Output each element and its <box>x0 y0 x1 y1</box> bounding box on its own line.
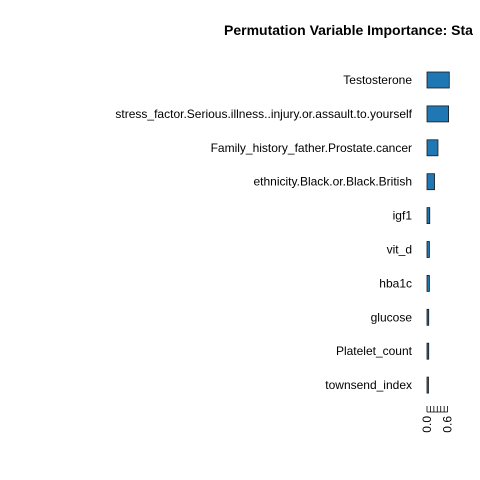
category-label: hba1c <box>379 276 412 290</box>
bar <box>426 207 431 225</box>
bar <box>426 105 450 123</box>
category-label: igf1 <box>393 209 413 223</box>
category-label: townsend_index <box>325 378 412 392</box>
bar <box>426 71 450 89</box>
x-tick-label: 0.6 <box>441 416 455 433</box>
bar <box>426 308 430 326</box>
x-axis: 0.0 0.6 <box>420 406 455 433</box>
category-label: glucose <box>371 310 413 324</box>
bar <box>426 241 430 258</box>
chart-title: Permutation Variable Importance: Sta <box>224 22 473 38</box>
bar <box>426 342 430 360</box>
bar <box>426 139 439 157</box>
category-label: vit_d <box>387 243 412 257</box>
bar <box>426 274 430 292</box>
bar <box>426 376 429 394</box>
category-label: Testosterone <box>343 73 412 87</box>
bar <box>426 173 435 191</box>
category-label: Family_history_father.Prostate.cancer <box>211 141 412 155</box>
category-label: ethnicity.Black.or.Black.British <box>253 175 412 189</box>
category-label: Platelet_count <box>336 344 413 358</box>
x-tick-label: 0.0 <box>420 416 434 433</box>
bars <box>426 71 450 394</box>
category-labels: Testosterone stress_factor.Serious.illnes… <box>115 73 412 392</box>
category-label: stress_factor.Serious.illness..injury.or… <box>115 107 412 121</box>
